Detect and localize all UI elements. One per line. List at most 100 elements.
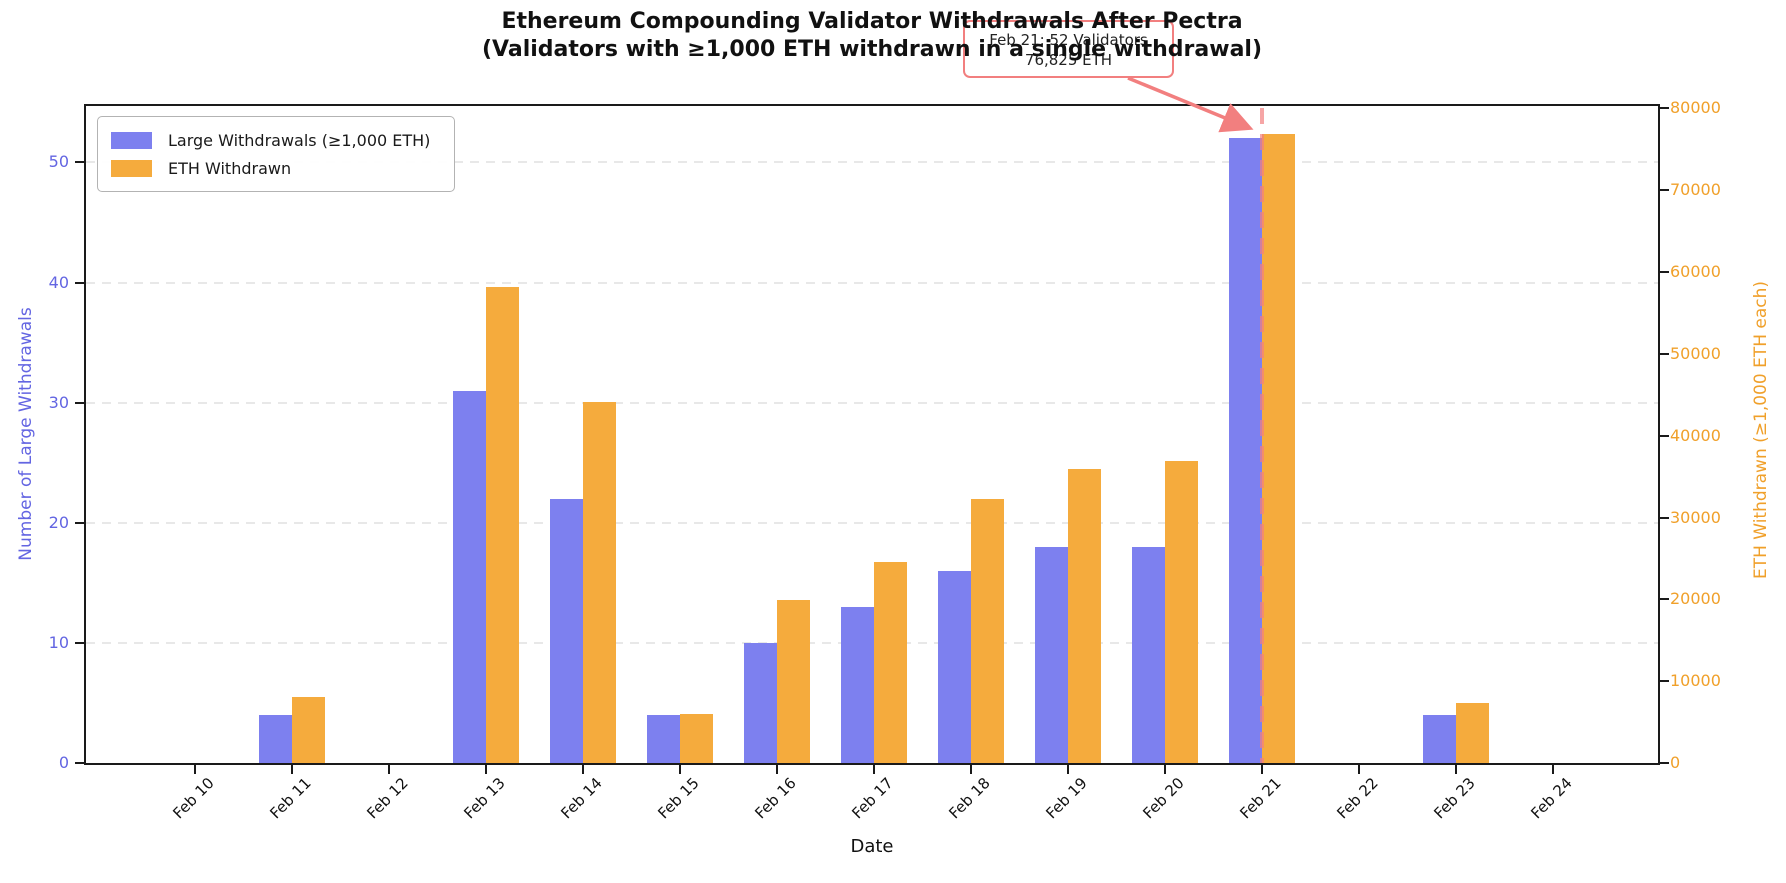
bar-count-feb-23 — [1423, 714, 1456, 763]
x-axis-tick — [1261, 765, 1263, 774]
bar-count-feb-11 — [259, 714, 292, 763]
chart-title-line2: (Validators with ≥1,000 ETH withdrawn in… — [481, 37, 1263, 62]
x-tick-label: Feb 13 — [460, 774, 509, 823]
legend-entry-eth-withdrawn: ETH Withdrawn — [111, 154, 430, 182]
x-axis-tick — [776, 765, 778, 774]
bar-eth-feb-11 — [292, 697, 325, 763]
bar-eth-feb-15 — [680, 713, 713, 763]
bar-count-feb-13 — [453, 390, 486, 763]
annotation-box: Feb 21: 52 Validators 76,825 ETH — [963, 20, 1174, 78]
x-axis-tick — [970, 765, 972, 774]
bar-count-feb-16 — [744, 642, 777, 763]
legend-label-eth-withdrawn: ETH Withdrawn — [168, 158, 292, 178]
bar-eth-feb-23 — [1456, 702, 1489, 763]
right-axis-tick — [1660, 598, 1669, 601]
gridline — [86, 161, 1658, 164]
right-axis-tick — [1660, 271, 1669, 274]
right-axis-tick — [1660, 680, 1669, 683]
legend-label-large-withdrawals: Large Withdrawals (≥1,000 ETH) — [168, 130, 431, 150]
x-tick-label: Feb 16 — [751, 774, 800, 823]
y-tick-label-right: 30000 — [1670, 507, 1721, 527]
x-axis-tick — [388, 765, 390, 774]
x-axis-tick — [194, 765, 196, 774]
y-tick-label-left: 10 — [48, 632, 69, 652]
legend-swatch-eth-withdrawn — [111, 159, 152, 177]
left-axis-tick — [75, 762, 84, 764]
y-tick-label-right: 70000 — [1670, 180, 1721, 200]
x-tick-label: Feb 22 — [1333, 774, 1382, 823]
bar-eth-feb-17 — [874, 561, 907, 763]
y-tick-label-right: 0 — [1670, 753, 1681, 772]
bar-eth-feb-20 — [1165, 461, 1198, 763]
x-axis-tick — [582, 765, 584, 774]
bar-eth-feb-19 — [1068, 469, 1101, 763]
y-tick-label-left: 0 — [58, 753, 69, 772]
y-tick-label-left: 30 — [48, 392, 69, 412]
left-axis-tick — [75, 161, 84, 164]
x-axis-tick — [873, 765, 875, 774]
bar-eth-feb-13 — [486, 286, 519, 763]
x-tick-label: Feb 19 — [1042, 774, 1091, 823]
x-tick-label: Feb 11 — [266, 774, 315, 823]
chart-title-line1: Ethereum Compounding Validator Withdrawa… — [501, 9, 1243, 34]
right-axis-tick — [1660, 434, 1669, 437]
y-tick-label-right: 40000 — [1670, 425, 1721, 445]
left-axis-tick — [75, 401, 84, 404]
right-axis-title: ETH Withdrawn (≥1,000 ETH each) — [1751, 280, 1771, 580]
right-axis-tick — [1660, 762, 1669, 764]
plot-area: Large Withdrawals (≥1,000 ETH) ETH Withd… — [49, 98, 1721, 822]
bar-eth-feb-16 — [777, 600, 810, 763]
annotation-line1: Feb 21: 52 Validators — [989, 31, 1148, 49]
y-tick-label-right: 20000 — [1670, 589, 1721, 609]
legend: Large Withdrawals (≥1,000 ETH) ETH Withd… — [97, 116, 456, 192]
y-tick-label-left: 20 — [48, 512, 69, 532]
gridline — [86, 401, 1658, 404]
highlight-vline — [1260, 108, 1264, 763]
x-tick-label: Feb 24 — [1527, 774, 1576, 823]
legend-entry-large-withdrawals: Large Withdrawals (≥1,000 ETH) — [111, 126, 430, 154]
y-tick-label-right: 80000 — [1670, 98, 1721, 118]
x-axis-tick — [1358, 765, 1360, 774]
x-axis-title: Date — [850, 836, 894, 857]
x-axis-tick — [679, 765, 681, 774]
x-axis-tick — [1067, 765, 1069, 774]
gridline — [86, 521, 1658, 524]
right-axis-tick — [1660, 516, 1669, 519]
left-axis-tick — [75, 521, 84, 524]
right-axis-tick — [1660, 189, 1669, 192]
right-axis-tick — [1660, 107, 1669, 110]
x-tick-label: Feb 12 — [363, 774, 412, 823]
left-axis-tick — [75, 641, 84, 644]
y-tick-label-right: 50000 — [1670, 343, 1721, 363]
bar-count-feb-14 — [550, 498, 583, 763]
x-axis-tick — [1552, 765, 1554, 774]
x-axis-tick — [291, 765, 293, 774]
y-tick-label-left: 40 — [48, 272, 69, 292]
x-axis-tick — [1164, 765, 1166, 774]
x-tick-label: Feb 21 — [1236, 774, 1285, 823]
x-tick-label: Feb 18 — [945, 774, 994, 823]
x-tick-label: Feb 17 — [848, 774, 897, 823]
x-tick-label: Feb 14 — [557, 774, 606, 823]
bar-eth-feb-18 — [971, 498, 1004, 763]
x-axis-tick — [1455, 765, 1457, 774]
y-tick-label-right: 10000 — [1670, 671, 1721, 691]
gridline — [86, 281, 1658, 284]
y-tick-label-right: 60000 — [1670, 262, 1721, 282]
bar-eth-feb-21 — [1262, 134, 1295, 763]
x-axis-tick — [485, 765, 487, 774]
bar-count-feb-19 — [1035, 546, 1068, 763]
bar-count-feb-15 — [647, 714, 680, 763]
chart-title: Ethereum Compounding Validator Withdrawa… — [86, 8, 1658, 64]
y-tick-label-left: 50 — [48, 152, 69, 172]
bar-count-feb-18 — [938, 570, 971, 763]
x-tick-label: Feb 15 — [654, 774, 703, 823]
x-tick-label: Feb 20 — [1139, 774, 1188, 823]
x-tick-label: Feb 10 — [169, 774, 218, 823]
bar-count-feb-21 — [1229, 138, 1262, 763]
annotation-line2: 76,825 ETH — [1024, 51, 1113, 69]
right-axis-tick — [1660, 352, 1669, 355]
legend-swatch-large-withdrawals — [111, 131, 152, 149]
bar-eth-feb-14 — [583, 402, 616, 763]
